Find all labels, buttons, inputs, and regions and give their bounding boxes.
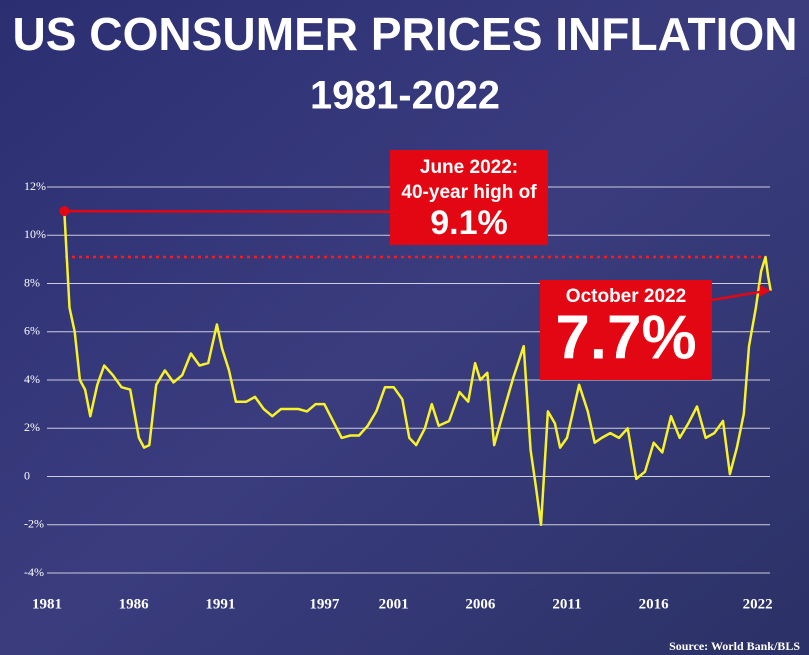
- y-tick-label: 4%: [24, 372, 40, 386]
- y-tick-label: 8%: [24, 275, 40, 289]
- y-tick-label: 6%: [24, 324, 40, 338]
- data-line: [63, 211, 772, 527]
- x-tick-label: 1997: [309, 596, 340, 612]
- x-tick-label: 2001: [379, 596, 409, 612]
- x-tick-label: 2016: [639, 596, 670, 612]
- annotation-box: [390, 150, 548, 245]
- x-tick-label: 2011: [552, 596, 581, 612]
- x-tick-label: 1981: [32, 596, 62, 612]
- chart-subtitle: 1981-2022: [310, 74, 500, 118]
- chart-title: US CONSUMER PRICES INFLATION: [13, 8, 798, 60]
- y-tick-label: 2%: [24, 420, 40, 434]
- y-tick-label: -2%: [24, 517, 44, 531]
- annotation-value: 7.7%: [555, 303, 696, 372]
- annotation-arrow: [64, 209, 549, 214]
- arrow-head: [759, 284, 771, 297]
- peak-marker: [59, 206, 70, 217]
- annotation-text: June 2022:: [420, 157, 518, 178]
- annotation-box: [540, 280, 712, 380]
- x-tick-label: 1986: [119, 596, 150, 612]
- annotation-arrow: [711, 289, 767, 302]
- annotation-text: 40-year high of: [401, 182, 537, 203]
- x-tick-label: 2022: [743, 596, 773, 612]
- annotation-text: October 2022: [566, 286, 686, 307]
- x-tick-label: 1991: [205, 596, 235, 612]
- y-tick-label: 0: [24, 468, 30, 482]
- source: Source: World Bank/BLS: [669, 639, 800, 653]
- y-tick-label: 10%: [24, 227, 46, 241]
- y-tick-label: 12%: [24, 179, 46, 193]
- x-tick-label: 2006: [465, 596, 496, 612]
- y-tick-label: -4%: [24, 565, 44, 579]
- annotation-value: 9.1%: [430, 204, 508, 242]
